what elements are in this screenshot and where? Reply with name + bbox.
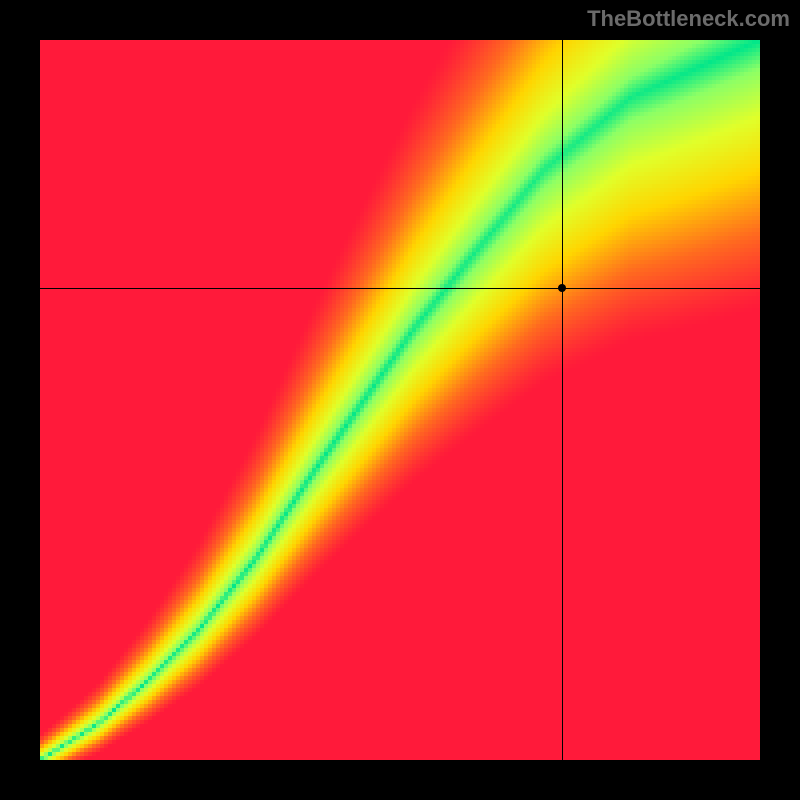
bottleneck-heatmap — [40, 40, 760, 760]
plot-area — [40, 40, 760, 760]
watermark-text: TheBottleneck.com — [587, 6, 790, 32]
crosshair-horizontal — [40, 288, 760, 289]
crosshair-dot — [558, 284, 566, 292]
crosshair-vertical — [562, 40, 563, 760]
